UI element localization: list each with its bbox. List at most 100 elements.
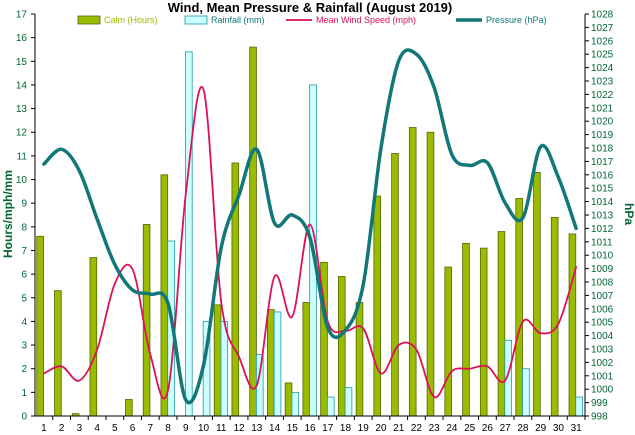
- calm-bar: [284, 382, 293, 417]
- legend-label: Rainfall (mm): [211, 15, 265, 25]
- y2-tick-label: 1005: [591, 318, 614, 329]
- y2-tick-label: 1011: [591, 237, 613, 248]
- y2-tick-label: 1007: [591, 291, 614, 302]
- y-tick-label: 6: [21, 270, 27, 281]
- y-tick-label: 15: [16, 57, 28, 68]
- x-tick-label: 23: [429, 423, 441, 434]
- y2-tick-label: 1022: [591, 90, 614, 101]
- y-tick-label: 13: [16, 104, 28, 115]
- rainfall-bar: [575, 396, 583, 417]
- y2-tick-label: 1017: [591, 157, 614, 168]
- calm-bar: [337, 276, 346, 417]
- pressure-line: [42, 48, 578, 405]
- y2-tick-label: 1006: [591, 304, 614, 315]
- x-tick-label: 30: [553, 423, 565, 434]
- y-tick-label: 2: [21, 364, 27, 375]
- x-tick-label: 5: [112, 423, 118, 434]
- y2-tick-label: 1027: [591, 23, 614, 34]
- calm-bar: [125, 399, 133, 417]
- y2-tick-label: 1024: [591, 63, 614, 74]
- x-tick-label: 17: [322, 423, 334, 434]
- calm-bar: [391, 153, 399, 417]
- calm-bar: [550, 216, 559, 417]
- calm-bar: [497, 231, 506, 417]
- y-tick-label: 10: [16, 175, 28, 186]
- calm-bar: [36, 235, 44, 417]
- y2-tick-label: 1016: [591, 170, 614, 181]
- rainfall-bar: [291, 391, 300, 417]
- y2-tick-label: 1018: [591, 144, 614, 155]
- y-tick-label: 16: [16, 33, 28, 44]
- calm-bar: [462, 242, 470, 417]
- x-tick-label: 11: [216, 423, 227, 434]
- y2-tick-label: 1003: [591, 345, 614, 356]
- x-tick-label: 4: [94, 423, 100, 434]
- y-axis-label: Hours/mph/mm: [1, 170, 15, 258]
- x-tick-label: 16: [304, 423, 316, 434]
- calm-bar: [479, 247, 488, 417]
- y2-tick-label: 1000: [591, 385, 614, 396]
- y2-tick-label: 1023: [591, 77, 614, 88]
- y2-tick-label: 1019: [591, 130, 614, 141]
- y2-tick-label: 1010: [591, 251, 614, 262]
- y-tick-label: 5: [21, 293, 27, 304]
- calm-bar: [249, 46, 257, 417]
- y2-tick-label: 1015: [591, 184, 614, 195]
- y2-tick-label: 1004: [591, 331, 614, 342]
- x-tick-label: 18: [340, 423, 352, 434]
- y-tick-label: 8: [21, 222, 27, 233]
- x-tick-label: 31: [571, 423, 583, 434]
- rainfall-bar: [326, 396, 335, 417]
- x-tick-label: 10: [198, 423, 210, 434]
- y2-tick-label: 1021: [591, 103, 614, 114]
- x-tick-label: 13: [251, 423, 263, 434]
- y2-tick-label: 1020: [591, 117, 614, 128]
- calm-bar: [54, 290, 62, 417]
- x-tick-label: 3: [77, 423, 83, 434]
- y-tick-label: 11: [17, 151, 28, 162]
- y-tick-label: 9: [21, 199, 27, 210]
- y-tick-label: 1: [21, 388, 27, 399]
- calm-bar: [267, 309, 275, 417]
- x-tick-label: 9: [183, 423, 189, 434]
- legend-swatch: [184, 15, 208, 25]
- axes-layer: 0123456789101112131415161799899910001001…: [16, 10, 614, 435]
- y2-tick-label: 1002: [591, 358, 614, 369]
- x-tick-label: 14: [269, 423, 281, 434]
- y2-tick-label: 1001: [591, 371, 614, 382]
- x-tick-label: 28: [517, 423, 529, 434]
- x-tick-label: 25: [464, 423, 476, 434]
- x-tick-label: 24: [446, 423, 458, 434]
- y2-tick-label: 1014: [591, 197, 614, 208]
- x-tick-label: 21: [393, 423, 405, 434]
- x-tick-label: 26: [482, 423, 494, 434]
- y2-tick-label: 1008: [591, 278, 614, 289]
- chart-title: Wind, Mean Pressure & Rainfall (August 2…: [168, 0, 453, 15]
- x-tick-label: 12: [233, 423, 245, 434]
- y-tick-label: 4: [21, 317, 27, 328]
- y-tick-label: 3: [21, 341, 27, 352]
- y2-tick-label: 1013: [591, 211, 614, 222]
- x-tick-label: 29: [535, 423, 547, 434]
- x-tick-label: 19: [358, 423, 370, 434]
- rainfall-bar: [273, 311, 282, 417]
- legend-label: Mean Wind Speed (mph): [316, 15, 416, 25]
- rainfall-bar: [220, 321, 229, 417]
- calm-bar: [533, 172, 541, 417]
- y2-tick-label: 998: [591, 412, 608, 423]
- y2-tick-label: 1025: [591, 50, 614, 61]
- calm-bar: [444, 266, 452, 417]
- y-tick-label: 7: [21, 246, 27, 257]
- calm-bar: [408, 127, 417, 417]
- legend-swatch: [77, 15, 101, 25]
- x-tick-label: 27: [500, 423, 512, 434]
- chart-legend: Calm (Hours) Rainfall (mm) Mean Wind Speed…: [77, 15, 547, 25]
- calm-bar: [568, 233, 577, 417]
- calm-bar: [89, 257, 98, 417]
- x-tick-label: 7: [148, 423, 154, 434]
- calm-bar: [426, 131, 435, 417]
- wind-speed-line: [42, 86, 578, 400]
- y-tick-label: 12: [16, 128, 28, 139]
- y-tick-label: 14: [16, 80, 28, 91]
- x-tick-label: 8: [165, 423, 171, 434]
